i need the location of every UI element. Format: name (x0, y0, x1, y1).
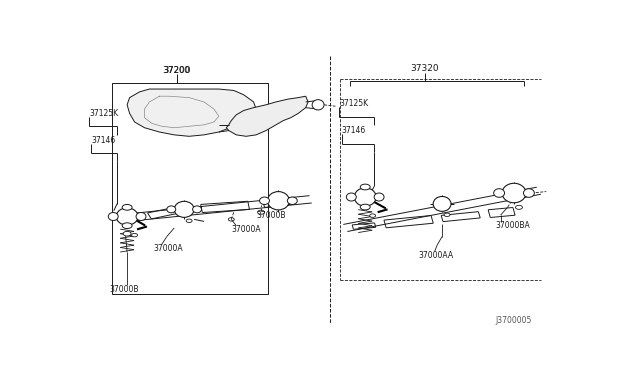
Ellipse shape (257, 210, 264, 214)
Text: 37146: 37146 (342, 126, 366, 135)
Ellipse shape (493, 189, 504, 197)
Ellipse shape (268, 192, 289, 210)
Ellipse shape (122, 223, 132, 228)
Ellipse shape (123, 231, 131, 236)
Ellipse shape (502, 183, 526, 203)
Polygon shape (227, 96, 308, 136)
Ellipse shape (186, 219, 192, 222)
Ellipse shape (122, 205, 132, 210)
Ellipse shape (228, 218, 234, 221)
Bar (112, 83, 269, 294)
Ellipse shape (374, 193, 384, 201)
Text: 37000AA: 37000AA (419, 251, 453, 260)
Text: 37000BA: 37000BA (495, 221, 531, 230)
Ellipse shape (346, 193, 356, 201)
Text: 37000B: 37000B (256, 211, 285, 219)
Ellipse shape (312, 100, 324, 110)
Ellipse shape (136, 212, 146, 221)
Ellipse shape (108, 212, 118, 221)
Ellipse shape (433, 196, 451, 211)
Text: 37200: 37200 (163, 66, 190, 75)
Ellipse shape (116, 208, 138, 225)
Ellipse shape (515, 205, 522, 209)
Ellipse shape (360, 204, 370, 210)
Text: 37320: 37320 (410, 64, 439, 74)
Ellipse shape (260, 197, 269, 205)
Polygon shape (127, 89, 256, 136)
Text: 37125K: 37125K (339, 99, 369, 108)
Ellipse shape (355, 188, 376, 206)
Text: 37146: 37146 (91, 136, 115, 145)
Ellipse shape (524, 189, 534, 197)
Ellipse shape (193, 206, 202, 213)
Text: J3700005: J3700005 (495, 316, 531, 325)
Ellipse shape (167, 206, 176, 213)
Ellipse shape (174, 201, 194, 217)
Ellipse shape (132, 233, 138, 237)
Text: 37125K: 37125K (89, 109, 118, 118)
Text: 37200: 37200 (163, 66, 191, 75)
Text: 37000A: 37000A (231, 225, 261, 234)
Ellipse shape (444, 213, 450, 217)
Ellipse shape (370, 214, 376, 217)
Text: 37000A: 37000A (153, 244, 182, 253)
Ellipse shape (360, 184, 370, 190)
Text: 37000B: 37000B (110, 285, 140, 294)
Ellipse shape (287, 197, 297, 205)
